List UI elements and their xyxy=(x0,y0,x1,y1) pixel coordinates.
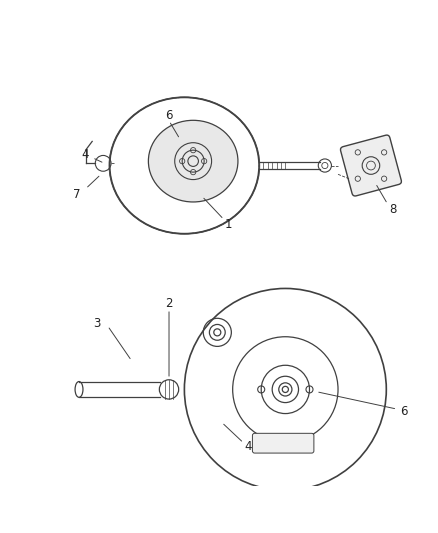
Text: 2: 2 xyxy=(165,297,173,310)
FancyBboxPatch shape xyxy=(340,135,400,196)
Text: 8: 8 xyxy=(389,203,396,216)
Text: 3: 3 xyxy=(93,317,100,330)
Text: 7: 7 xyxy=(73,188,81,200)
Text: 1: 1 xyxy=(224,219,232,231)
Text: 6: 6 xyxy=(399,405,407,418)
Text: 6: 6 xyxy=(165,109,173,122)
Text: 4: 4 xyxy=(81,148,89,161)
Text: 4: 4 xyxy=(244,440,251,453)
Ellipse shape xyxy=(148,120,237,202)
FancyBboxPatch shape xyxy=(252,433,313,453)
